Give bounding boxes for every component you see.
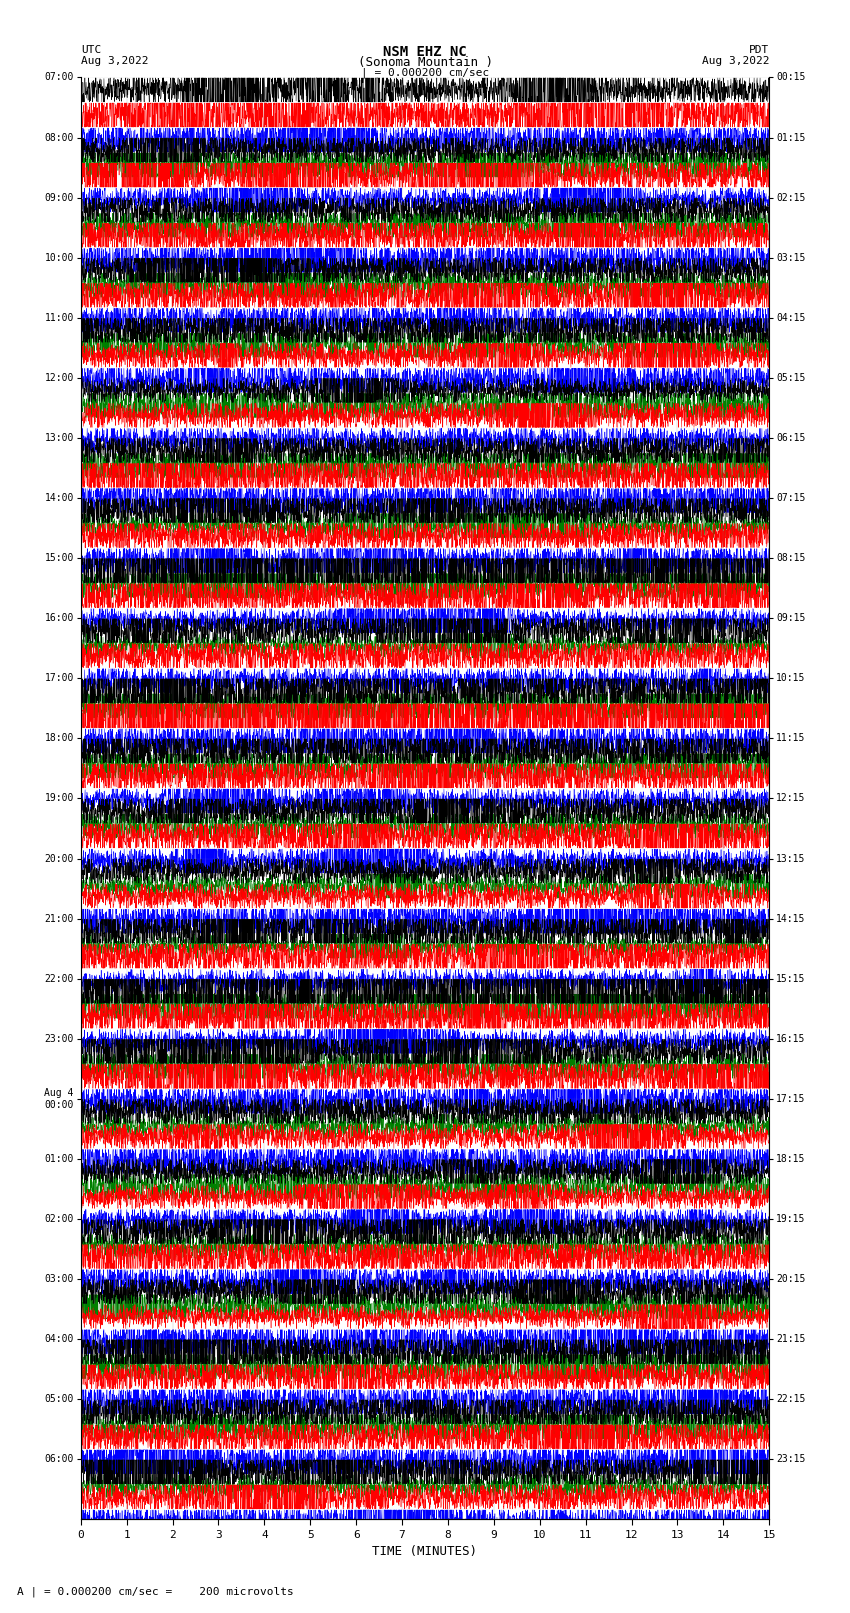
X-axis label: TIME (MINUTES): TIME (MINUTES) [372,1545,478,1558]
Text: NSM EHZ NC: NSM EHZ NC [383,45,467,60]
Text: Aug 3,2022: Aug 3,2022 [702,56,769,66]
Text: | = 0.000200 cm/sec: | = 0.000200 cm/sec [361,68,489,79]
Text: PDT: PDT [749,45,769,55]
Text: UTC: UTC [81,45,101,55]
Text: A | = 0.000200 cm/sec =    200 microvolts: A | = 0.000200 cm/sec = 200 microvolts [17,1586,294,1597]
Text: Aug 3,2022: Aug 3,2022 [81,56,148,66]
Text: (Sonoma Mountain ): (Sonoma Mountain ) [358,56,492,69]
